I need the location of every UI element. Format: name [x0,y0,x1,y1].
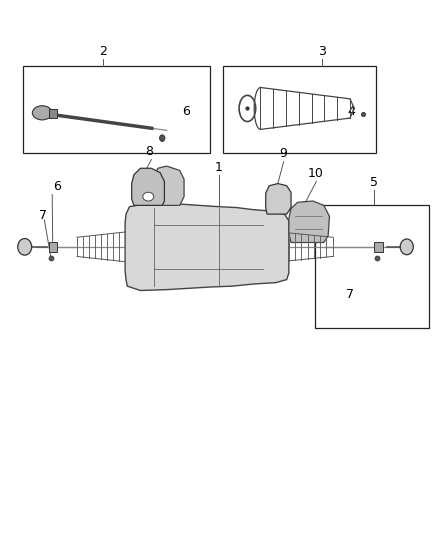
Bar [315,205,428,328]
Text: 6: 6 [182,105,190,118]
Bar [49,109,57,118]
Bar [223,66,376,153]
Polygon shape [125,203,289,290]
Bar [374,242,383,252]
Text: 7: 7 [39,209,47,222]
Ellipse shape [159,135,165,141]
Polygon shape [266,183,291,214]
Text: 9: 9 [280,148,288,160]
Polygon shape [132,168,164,205]
Text: 6: 6 [318,211,326,224]
Bar [49,241,57,252]
Text: 7: 7 [346,288,354,301]
Text: 8: 8 [145,145,153,158]
Text: 1: 1 [215,161,223,174]
Text: 3: 3 [318,45,325,58]
Polygon shape [151,166,184,205]
Ellipse shape [32,106,52,120]
Text: 6: 6 [53,180,61,193]
Text: 5: 5 [370,176,378,189]
Ellipse shape [400,239,413,255]
Ellipse shape [18,239,32,255]
Text: 2: 2 [99,45,107,58]
Polygon shape [289,201,329,243]
Bar [22,66,210,153]
Ellipse shape [143,192,154,201]
Text: 4: 4 [348,105,356,118]
Text: 10: 10 [308,167,324,180]
